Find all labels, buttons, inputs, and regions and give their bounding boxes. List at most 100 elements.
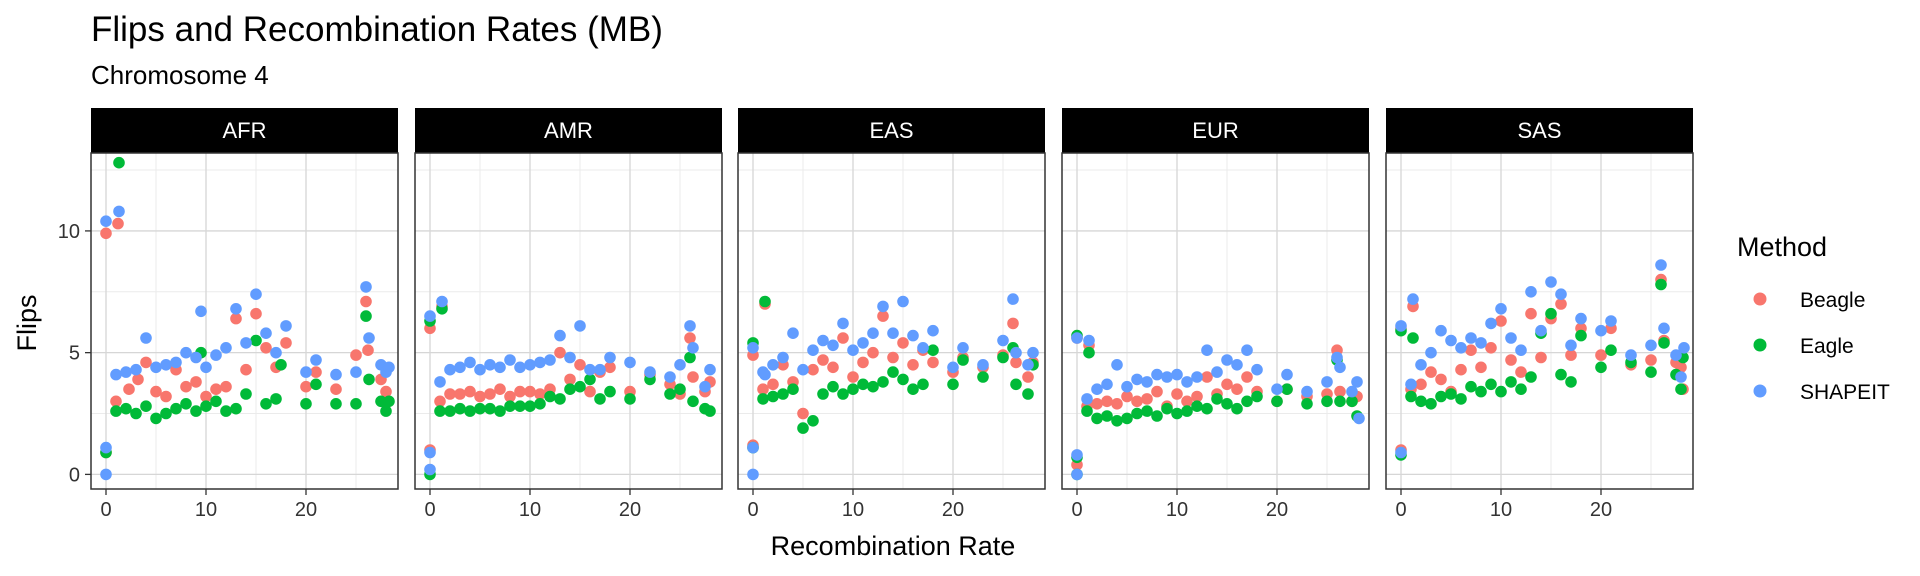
- data-point-beagle: [554, 346, 566, 359]
- data-point-shapeit: [1251, 363, 1263, 376]
- data-point-eagle: [220, 405, 232, 417]
- data-point-eagle: [240, 388, 252, 400]
- data-point-beagle: [150, 385, 162, 398]
- data-point-eagle: [1161, 402, 1173, 415]
- data-point-eagle: [260, 398, 272, 410]
- data-point-beagle: [494, 383, 506, 396]
- data-point-shapeit: [687, 342, 699, 354]
- data-point-beagle: [1171, 388, 1183, 400]
- data-point-eagle: [897, 373, 909, 386]
- data-point-beagle: [112, 217, 124, 230]
- data-point-eagle: [759, 295, 771, 308]
- data-point-eagle: [210, 395, 222, 408]
- y-axis-title: Flips: [12, 294, 42, 351]
- data-point-beagle: [1121, 390, 1133, 403]
- data-point-beagle: [220, 380, 232, 393]
- data-point-eagle: [1495, 385, 1507, 398]
- data-point-eagle: [1241, 395, 1253, 408]
- data-point-beagle: [210, 383, 222, 396]
- data-point-eagle: [1405, 390, 1417, 403]
- data-point-eagle: [363, 373, 375, 386]
- data-point-beagle: [310, 366, 322, 378]
- data-point-eagle: [877, 376, 889, 388]
- y-tick-label: 0: [69, 464, 80, 486]
- data-point-beagle: [1141, 393, 1153, 405]
- x-tick-label: 20: [1266, 499, 1288, 521]
- facet-strip-label: EUR: [1192, 118, 1238, 143]
- data-point-shapeit: [797, 363, 809, 376]
- data-point-shapeit: [120, 366, 132, 378]
- data-point-beagle: [484, 388, 496, 400]
- data-point-eagle: [360, 310, 372, 322]
- data-point-beagle: [160, 390, 172, 403]
- data-point-shapeit: [1111, 359, 1123, 371]
- data-point-eagle: [1101, 410, 1113, 422]
- data-point-shapeit: [1071, 449, 1083, 461]
- data-point-eagle: [1131, 407, 1143, 420]
- data-point-shapeit: [1515, 344, 1527, 357]
- data-point-beagle: [1191, 390, 1203, 403]
- facet-strip: [91, 108, 398, 153]
- data-point-shapeit: [1271, 383, 1283, 396]
- facet-strip-label: SAS: [1517, 118, 1561, 143]
- facet-panel-sas: SAS 0 10 20: [1385, 108, 1694, 521]
- data-point-shapeit: [1131, 373, 1143, 386]
- data-point-shapeit: [544, 354, 556, 366]
- data-point-shapeit: [674, 359, 686, 371]
- data-point-eagle: [1475, 385, 1487, 398]
- data-point-shapeit: [240, 337, 252, 349]
- data-point-shapeit: [1435, 324, 1447, 337]
- y-tick-label: 10: [58, 221, 80, 243]
- data-point-eagle: [524, 400, 536, 413]
- data-point-shapeit: [1485, 317, 1497, 330]
- data-point-eagle: [1346, 395, 1358, 408]
- data-point-shapeit: [140, 332, 152, 344]
- data-point-beagle: [1435, 373, 1447, 386]
- data-point-shapeit: [444, 363, 456, 376]
- data-point-eagle: [1555, 368, 1567, 381]
- data-point-shapeit: [957, 342, 969, 354]
- data-point-shapeit: [1022, 359, 1034, 371]
- data-point-shapeit: [887, 327, 899, 340]
- data-point-shapeit: [807, 344, 819, 357]
- data-point-beagle: [260, 342, 272, 354]
- data-point-eagle: [977, 371, 989, 383]
- data-point-shapeit: [1555, 288, 1567, 301]
- data-point-eagle: [1658, 337, 1670, 349]
- data-point-shapeit: [1425, 346, 1437, 359]
- data-point-beagle: [230, 312, 242, 325]
- data-point-shapeit: [310, 354, 322, 366]
- data-point-eagle: [997, 351, 1009, 364]
- data-point-eagle: [1081, 405, 1093, 417]
- data-point-beagle: [360, 295, 372, 308]
- data-point-shapeit: [260, 327, 272, 340]
- panel-border: [90, 152, 399, 490]
- data-point-shapeit: [1071, 332, 1083, 344]
- data-point-eagle: [1485, 378, 1497, 391]
- data-point-shapeit: [787, 327, 799, 340]
- data-point-beagle: [807, 363, 819, 376]
- data-point-shapeit: [897, 295, 909, 308]
- data-point-eagle: [1505, 376, 1517, 388]
- data-point-beagle: [362, 344, 374, 357]
- data-point-beagle: [330, 383, 342, 396]
- data-point-eagle: [624, 393, 636, 405]
- data-point-beagle: [1010, 356, 1022, 369]
- data-point-shapeit: [837, 317, 849, 330]
- data-point-beagle: [1455, 363, 1467, 376]
- data-point-shapeit: [180, 346, 192, 359]
- data-point-shapeit: [1565, 339, 1577, 352]
- data-point-shapeit: [534, 356, 546, 369]
- data-point-shapeit: [1071, 468, 1083, 481]
- data-point-beagle: [380, 385, 392, 398]
- data-point-beagle: [280, 337, 292, 349]
- data-point-shapeit: [1407, 293, 1419, 305]
- data-point-beagle: [123, 383, 135, 396]
- data-point-shapeit: [130, 363, 142, 376]
- facet-strip: [1062, 108, 1369, 153]
- data-point-eagle: [1334, 395, 1346, 408]
- data-point-beagle: [504, 390, 516, 403]
- data-point-beagle: [100, 227, 112, 240]
- data-point-shapeit: [594, 363, 606, 376]
- data-point-eagle: [1605, 344, 1617, 357]
